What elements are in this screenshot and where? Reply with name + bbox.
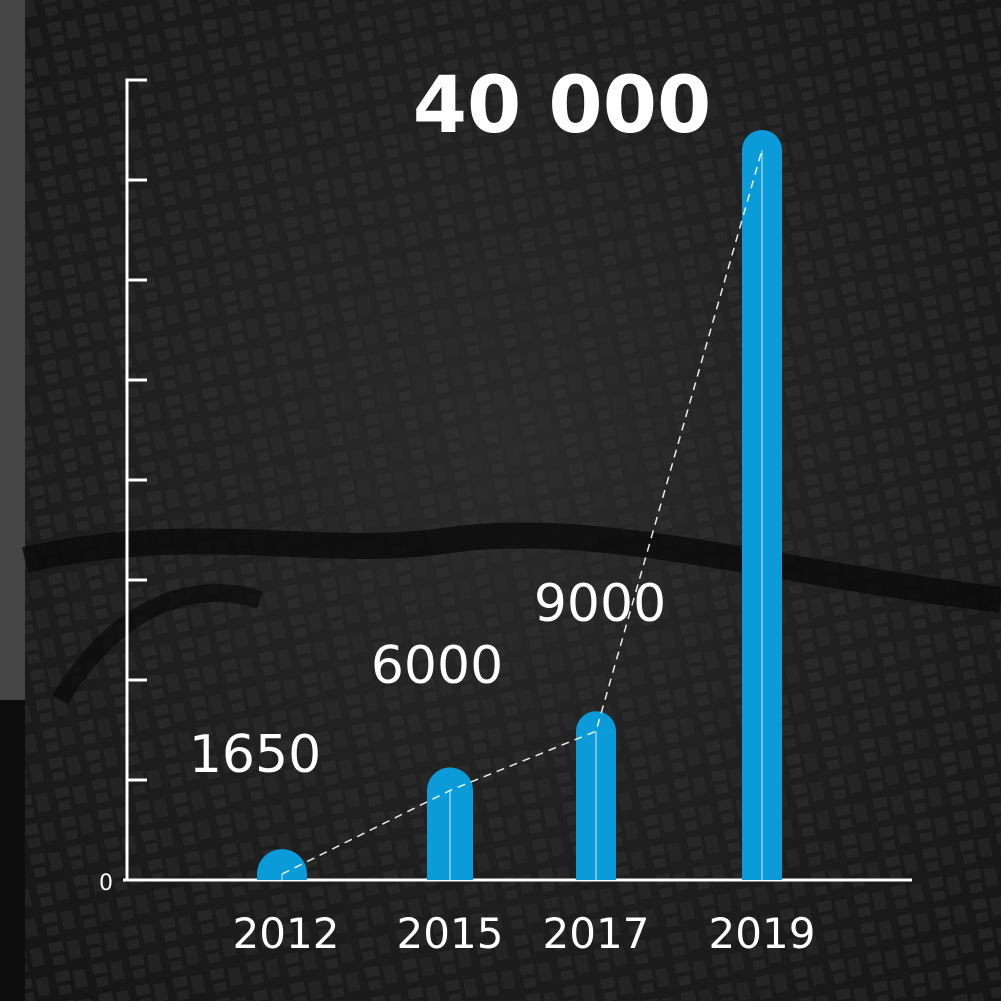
y-tick-label: 0 bbox=[99, 871, 113, 896]
value-label: 40 000 bbox=[413, 61, 712, 151]
value-label: 9000 bbox=[534, 574, 666, 634]
value-label: 1650 bbox=[189, 725, 321, 785]
x-tick-label: 2015 bbox=[397, 909, 504, 958]
x-tick-label: 2017 bbox=[543, 909, 650, 958]
value-label: 6000 bbox=[371, 636, 503, 696]
x-tick-label: 2012 bbox=[233, 909, 340, 958]
x-tick-label: 2019 bbox=[709, 909, 816, 958]
chart: 0 2012 1650 2015 6000 2017 9000 2019 40 000 bbox=[0, 0, 1001, 1001]
page: 0201216502015600020179000201940 000 (() … bbox=[0, 0, 1001, 1001]
